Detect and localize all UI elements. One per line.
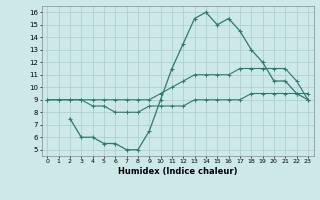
X-axis label: Humidex (Indice chaleur): Humidex (Indice chaleur) xyxy=(118,167,237,176)
